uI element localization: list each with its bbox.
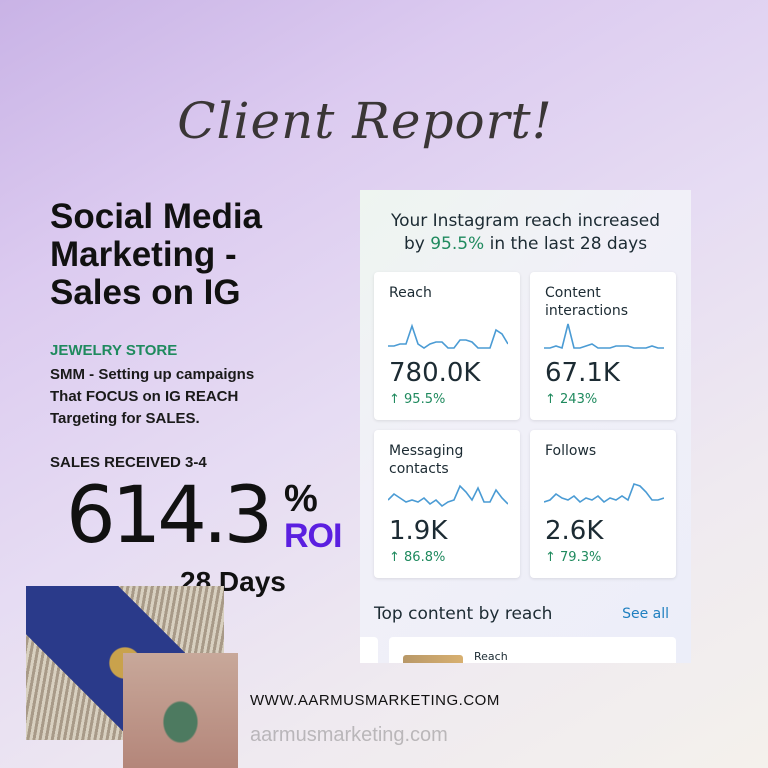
metric-card-messaging-contacts[interactable]: Messaging contacts 1.9K ↑ 86.8% (374, 430, 520, 578)
sparkline (388, 323, 508, 349)
headline-line: Social Media (50, 197, 263, 236)
top-content-card-previous[interactable] (360, 637, 378, 663)
metric-change: ↑ 79.3% (545, 550, 602, 565)
headline-percent: 95.5% (430, 234, 485, 254)
sparkline (544, 482, 664, 504)
sparkline (388, 484, 508, 508)
top-content-reach-label: Reach (474, 650, 508, 663)
sales-received: SALES RECEIVED 3-4 (50, 454, 207, 471)
sparkline-line (388, 323, 508, 349)
metric-change: ↑ 95.5% (389, 392, 446, 407)
watermark: aarmusmarketing.com (250, 724, 448, 746)
description: SMM - Setting up campaigns That FOCUS on… (50, 364, 254, 430)
sparkline-line (544, 482, 664, 504)
see-all-link[interactable]: See all (622, 606, 669, 622)
headline-text: by (403, 234, 431, 254)
metric-change: ↑ 243% (545, 392, 598, 407)
metric-change: ↑ 86.8% (389, 550, 446, 565)
roi-percent: % (284, 478, 318, 520)
metric-card-follows[interactable]: Follows 2.6K ↑ 79.3% (530, 430, 676, 578)
store-label: JEWELRY STORE (50, 342, 178, 359)
headline-line: Marketing - (50, 235, 237, 274)
content-thumbnail (403, 655, 463, 663)
description-line: That FOCUS on IG REACH (50, 388, 239, 405)
sparkline-line (388, 484, 508, 508)
roi-label: ROI (284, 517, 342, 555)
sparkline (544, 323, 664, 350)
top-content-card[interactable]: Reach (389, 637, 676, 663)
website-url: WWW.AARMUSMARKETING.COM (250, 692, 500, 709)
metric-label: Content interactions (545, 285, 629, 319)
headline-text: in the last 28 days (484, 234, 648, 254)
description-line: Targeting for SALES. (50, 410, 200, 427)
headline-text: Your Instagram reach increased (390, 211, 661, 231)
instagram-insights-screenshot: Your Instagram reach increased by 95.5% … (360, 190, 691, 663)
metric-card-content-interactions[interactable]: Content interactions 67.1K ↑ 243% (530, 272, 676, 420)
jewelry-photo-necklace (123, 653, 238, 768)
insights-headline: Your Instagram reach increased by 95.5% … (360, 210, 691, 256)
metric-label: Follows (545, 443, 597, 459)
metric-label: Reach (389, 285, 432, 301)
metric-value: 2.6K (545, 516, 604, 546)
roi-value: 614.3 (66, 471, 273, 561)
description-line: SMM - Setting up campaigns (50, 366, 255, 383)
metric-value: 67.1K (545, 358, 620, 388)
sparkline-line (544, 323, 664, 350)
headline-line: Sales on IG (50, 273, 241, 312)
metric-card-reach[interactable]: Reach 780.0K ↑ 95.5% (374, 272, 520, 420)
page-title: Client Report! (177, 92, 553, 150)
metric-value: 780.0K (389, 358, 481, 388)
metric-value: 1.9K (389, 516, 448, 546)
metric-label: Messaging contacts (389, 443, 464, 477)
top-content-title: Top content by reach (374, 604, 553, 624)
headline: Social Media Marketing - Sales on IG (50, 198, 262, 312)
